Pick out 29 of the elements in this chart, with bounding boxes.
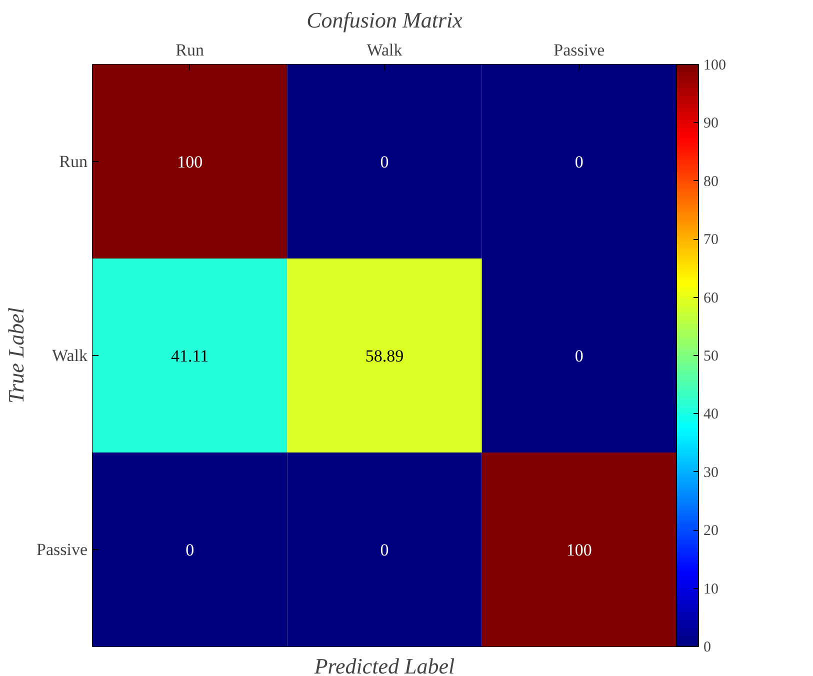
color-bar-label: 50 [704,348,718,364]
chart-title: Confusion Matrix [306,8,463,32]
y-axis-title: True Label [4,308,28,404]
x-tick-label: Passive [554,40,605,60]
data-label: 0 [380,152,389,172]
data-label: 0 [186,540,194,560]
data-label: 0 [574,152,584,172]
data-label: 58.89 [365,346,404,366]
data-label: 100 [566,540,592,560]
color-bar-label: 90 [704,116,718,132]
color-bar-label: 80 [704,174,718,190]
data-label: 100 [177,152,203,172]
color-bar-label: 100 [704,58,726,74]
y-tick-label: Passive [36,540,88,559]
x-tick-label: Walk [366,40,403,60]
color-bar-label: 10 [704,581,718,598]
color-bar-label: 40 [704,406,718,423]
color-bar-label: 0 [704,640,711,656]
color-bar-label: 60 [704,290,718,306]
data-label: 0 [574,346,584,366]
y-tick-label: Run [59,152,88,171]
y-tick-label: Walk [52,346,88,365]
x-axis-title: Predicted Label [313,654,455,676]
data-label: 41.11 [171,346,209,366]
color-bar-label: 20 [704,523,718,540]
color-bar-label: 70 [704,232,718,248]
data-label: 0 [380,540,389,560]
x-tick-label: Run [176,40,205,60]
color-bar-label: 30 [704,464,718,481]
